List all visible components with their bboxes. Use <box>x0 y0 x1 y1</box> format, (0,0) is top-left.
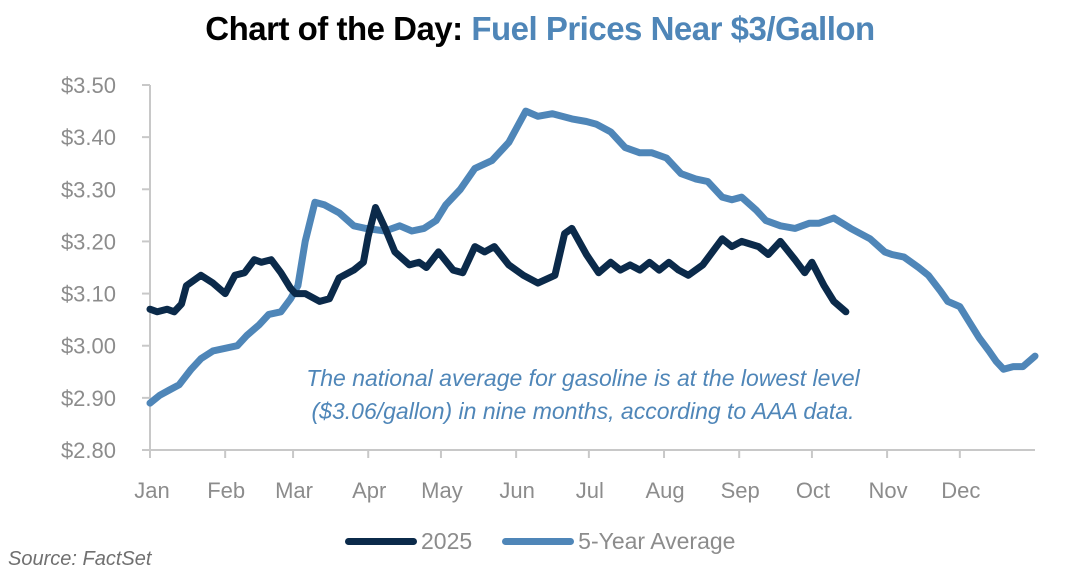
y-tick-label: $3.50 <box>61 73 116 98</box>
x-tick-label: Aug <box>645 478 684 503</box>
y-tick-label: $3.40 <box>61 125 116 150</box>
x-tick-label: Mar <box>275 478 313 503</box>
x-tick-label: Feb <box>207 478 245 503</box>
y-tick-label: $2.90 <box>61 386 116 411</box>
y-tick-label: $3.00 <box>61 334 116 359</box>
legend-label-5yr: 5-Year Average <box>578 528 736 554</box>
legend-item-2025: 2025 <box>345 528 472 555</box>
y-tick-label: $3.10 <box>61 282 116 307</box>
chart-title-highlight: Fuel Prices Near $3/Gallon <box>471 10 875 47</box>
source-note: Source: FactSet <box>8 548 152 570</box>
legend-label-2025: 2025 <box>421 528 473 554</box>
y-tick-label: $3.30 <box>61 177 116 202</box>
series-lines <box>146 107 1039 407</box>
x-tick-label: Jun <box>499 478 534 503</box>
x-tick-label: Sep <box>721 478 760 503</box>
y-axis-ticks: $2.80 $2.90 $3.00 $3.10 $3.20 $3.30 $3.40 $3.50 <box>61 73 150 463</box>
legend: 2025 5-Year Average <box>345 528 765 555</box>
legend-swatch-2025 <box>345 538 417 545</box>
legend-swatch-5yr <box>502 538 575 545</box>
x-axis-ticks: Jan Feb Mar Apr May Jun Jul Aug Sep Oct Nov Dec <box>134 450 980 503</box>
x-tick-label: Jul <box>576 478 604 503</box>
legend-item-5yr: 5-Year Average <box>502 528 735 555</box>
x-tick-label: Jan <box>134 478 169 503</box>
series-line-2025 <box>146 204 850 316</box>
y-tick-label: $2.80 <box>61 438 116 463</box>
x-tick-label: Oct <box>796 478 830 503</box>
x-tick-label: May <box>421 478 463 503</box>
annotation-line-1: The national average for gasoline is at … <box>306 365 860 391</box>
chart-title: Chart of the Day: Fuel Prices Near $3/Ga… <box>0 10 1080 48</box>
x-tick-label: Apr <box>352 478 386 503</box>
series-line-5-year-average <box>146 107 1039 407</box>
y-tick-label: $3.20 <box>61 229 116 254</box>
chart-title-prefix: Chart of the Day: <box>205 10 463 47</box>
x-tick-label: Nov <box>869 478 908 503</box>
x-tick-label: Dec <box>941 478 980 503</box>
annotation-line-2: ($3.06/gallon) in nine months, according… <box>312 398 855 424</box>
